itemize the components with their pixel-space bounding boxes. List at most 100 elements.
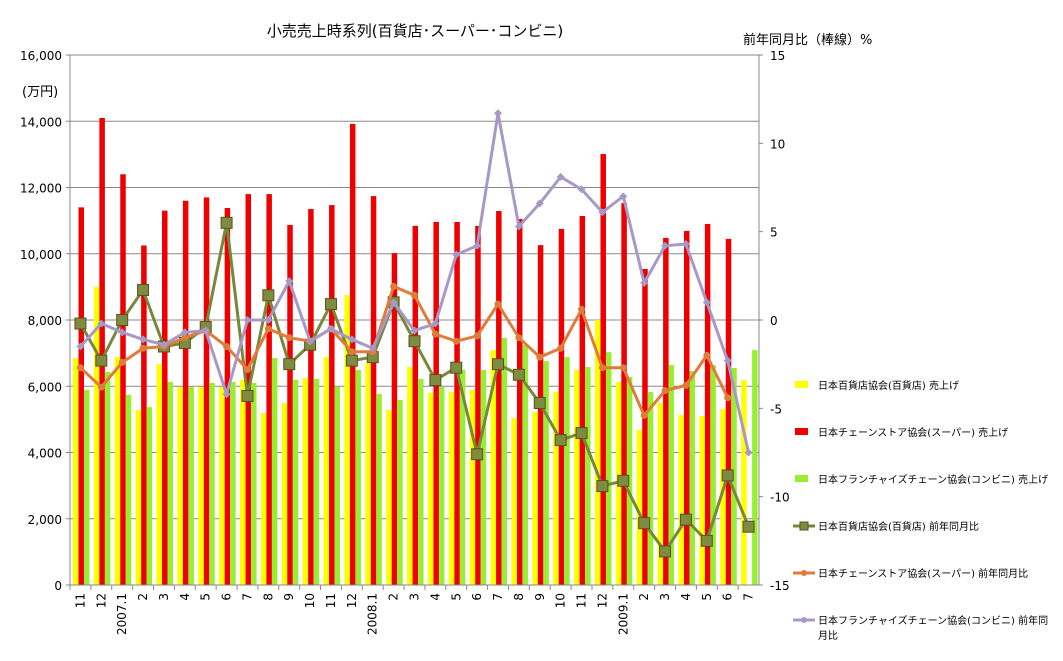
data-point (139, 344, 147, 352)
data-point (116, 314, 129, 326)
data-point (679, 513, 692, 526)
data-point (515, 334, 523, 342)
bar (370, 196, 377, 586)
data-point (285, 334, 293, 342)
bar (99, 117, 105, 585)
data-point (617, 474, 630, 487)
data-point (411, 291, 418, 299)
x-tick-label: 10 (554, 593, 568, 608)
bar (678, 415, 684, 585)
bar (741, 379, 747, 585)
bar (501, 337, 508, 585)
bar (564, 357, 570, 585)
bar (188, 386, 194, 585)
data-point (431, 319, 440, 328)
bar (532, 412, 538, 585)
x-tick-label: 2008.1 (366, 593, 380, 635)
bar (73, 358, 79, 585)
data-point (285, 277, 294, 286)
x-tick-label: 8 (512, 593, 526, 601)
bar (209, 382, 215, 585)
x-tick-label: 12 (595, 593, 609, 608)
data-point (556, 172, 565, 181)
y-tick-label: 12,000 (20, 182, 62, 196)
data-point (222, 390, 231, 399)
data-point (744, 448, 753, 457)
data-point (619, 364, 627, 372)
bar (480, 370, 487, 585)
chart-title: 小売売上時系列(百貨店･スーパー･コンビニ) (267, 22, 564, 40)
bar (167, 381, 174, 585)
x-tick-label: 12 (345, 593, 359, 608)
bar (219, 386, 225, 585)
bar (260, 413, 267, 585)
bar (448, 391, 455, 585)
y-tick-label: 2,000 (28, 513, 62, 527)
x-tick-label: 11 (324, 593, 338, 608)
bar (302, 377, 309, 585)
data-point (97, 383, 105, 391)
x-tick-label: 4 (428, 593, 442, 601)
bar (543, 361, 549, 585)
data-point (429, 374, 442, 387)
data-point (348, 348, 356, 356)
bar (454, 221, 460, 585)
data-point (180, 328, 189, 337)
data-point (512, 368, 525, 381)
data-point (139, 335, 148, 344)
bar (386, 410, 392, 585)
y-tick-label: 4,000 (28, 447, 62, 461)
data-point (95, 354, 108, 367)
legend-label: 日本チェーンストア協会(スーパー) 売上げ (818, 426, 1008, 439)
bar (344, 295, 350, 585)
x-tick-label: 8 (261, 593, 275, 601)
x-tick-label: 2 (387, 593, 401, 601)
bar (334, 386, 341, 585)
x-tick-label: 6 (220, 593, 234, 601)
data-point (137, 283, 150, 296)
data-point (598, 208, 607, 217)
x-tick-label: 12 (94, 593, 108, 608)
data-point (410, 326, 419, 335)
bar (120, 174, 126, 585)
data-point (598, 364, 606, 372)
bar (323, 357, 330, 585)
data-point (324, 298, 337, 311)
bar (391, 253, 398, 585)
x-tick-label: 3 (408, 593, 422, 601)
bar (84, 389, 90, 585)
x-tick-label: 3 (658, 593, 672, 601)
data-point (389, 298, 398, 307)
data-point (264, 316, 273, 324)
data-point (368, 344, 377, 353)
bar (699, 416, 705, 585)
bar (594, 320, 601, 585)
data-point (557, 344, 565, 352)
data-point (682, 381, 690, 389)
x-tick-label: 5 (700, 593, 714, 601)
bar (329, 205, 335, 585)
bar (397, 399, 403, 585)
data-point (262, 289, 275, 302)
bar (251, 382, 257, 585)
legend-marker (801, 617, 807, 623)
data-point (536, 353, 544, 361)
data-point (471, 448, 484, 461)
bar (141, 245, 147, 585)
bar (516, 218, 523, 585)
bar (230, 381, 236, 585)
x-tick-label: 11 (73, 593, 87, 608)
bar (104, 372, 111, 585)
bar (182, 200, 189, 585)
bar (135, 410, 142, 585)
data-point (283, 358, 296, 371)
bar (93, 286, 100, 585)
x-tick-label: 4 (679, 593, 693, 601)
bar (407, 367, 413, 585)
data-point (473, 241, 482, 250)
y-axis-label: (万円) (22, 85, 58, 100)
data-point (702, 298, 711, 307)
data-point (721, 469, 734, 482)
bar (433, 221, 439, 585)
data-point (535, 199, 544, 208)
